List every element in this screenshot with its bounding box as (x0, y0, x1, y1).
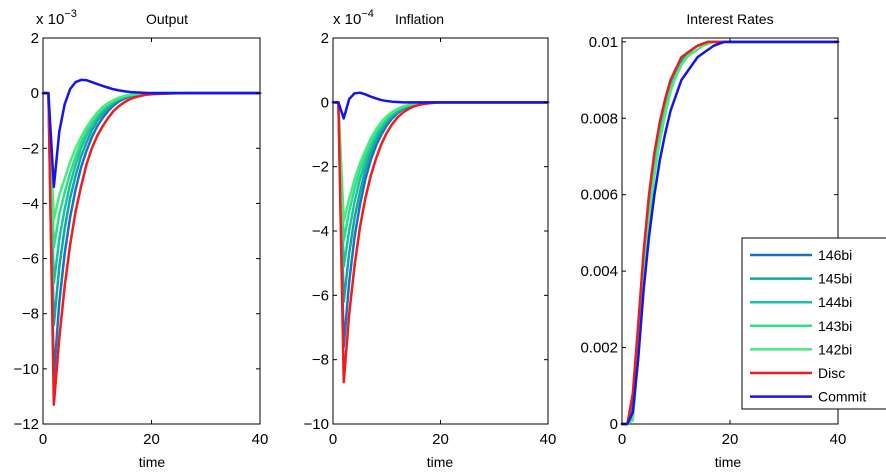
output-ytick-label: −6 (22, 251, 39, 268)
interest-rates-ytick-label: 0.01 (589, 34, 618, 51)
interest-rates-xtick-label: 0 (618, 431, 626, 448)
output-xlabel: time (139, 454, 166, 470)
legend: 146bi 145bi 144bi 143bi 142bi Disc Commit (741, 237, 886, 410)
output-ytick-label: 0 (31, 85, 39, 102)
output-ytick-label: −4 (22, 195, 39, 212)
inflation-series-layer (331, 91, 550, 384)
interest-rates-xlabel: time (715, 454, 742, 470)
inflation-y-scale-base: x 10 (333, 11, 361, 28)
interest-rates-ytick-label: 0.002 (580, 340, 618, 357)
interest-rates-series-commit-line (620, 40, 840, 426)
inflation-y-scale: x 10−4 (333, 8, 374, 28)
interest-rates-series-layer (620, 40, 840, 426)
output-y-scale-base: x 10 (36, 11, 64, 28)
interest-rates-panel: 0 20 40 0 0.002 0.004 0.006 0.008 0.01 Interest … (580, 11, 846, 470)
inflation-xtick-label: 40 (540, 431, 557, 448)
output-xtick-label: 20 (143, 431, 160, 448)
output-xtick-label: 0 (39, 431, 47, 448)
inflation-xtick-label: 0 (329, 431, 337, 448)
legend-label-commit: Commit (818, 389, 866, 405)
legend-label-142bi: 142bi (818, 341, 852, 357)
output-ytick-label: −10 (14, 361, 39, 378)
interest-rates-tick-layer: 0 20 40 0 0.002 0.004 0.006 0.008 0.01 (580, 34, 846, 448)
inflation-ytick-label: −2 (312, 159, 329, 176)
inflation-ytick-label: −4 (312, 223, 329, 240)
inflation-y-scale-exponent: −4 (361, 8, 374, 20)
legend-label-145bi: 145bi (818, 271, 852, 287)
interest-rates-title: Interest Rates (686, 11, 773, 27)
output-ytick-label: 2 (31, 30, 39, 47)
inflation-ytick-label: 0 (321, 94, 329, 111)
legend-label-146bi: 146bi (818, 247, 852, 263)
interest-rates-ytick-label: 0.008 (580, 110, 618, 127)
output-y-scale-exponent: −3 (64, 8, 77, 20)
interest-rates-xtick-label: 40 (830, 431, 847, 448)
inflation-title: Inflation (395, 11, 444, 27)
inflation-xlabel: time (427, 454, 454, 470)
interest-rates-ytick-label: 0.004 (580, 263, 618, 280)
output-ytick-label: −8 (22, 306, 39, 323)
interest-rates-ytick-label: 0 (610, 416, 618, 433)
inflation-ytick-label: −8 (312, 352, 329, 369)
legend-entries: 146bi 145bi 144bi 143bi 142bi Disc Commit (750, 247, 866, 405)
legend-label-143bi: 143bi (818, 318, 852, 334)
inflation-xtick-label: 20 (432, 431, 449, 448)
interest-rates-ytick-label: 0.006 (580, 187, 618, 204)
output-ytick-label: −12 (14, 416, 39, 433)
output-series-layer (41, 78, 262, 406)
legend-label-disc: Disc (818, 365, 845, 381)
output-xtick-label: 40 (252, 431, 269, 448)
output-y-scale: x 10−3 (36, 8, 77, 28)
legend-label-144bi: 144bi (818, 294, 852, 310)
inflation-ytick-label: −6 (312, 287, 329, 304)
output-ytick-label: −2 (22, 140, 39, 157)
output-title: Output (146, 11, 188, 27)
inflation-ytick-label: 2 (321, 30, 329, 47)
interest-rates-xtick-label: 20 (722, 431, 739, 448)
inflation-ytick-label: −10 (304, 416, 329, 433)
inflation-series-commit-line (331, 91, 550, 120)
legend-box (741, 237, 886, 410)
output-series-commit-line (41, 78, 262, 189)
